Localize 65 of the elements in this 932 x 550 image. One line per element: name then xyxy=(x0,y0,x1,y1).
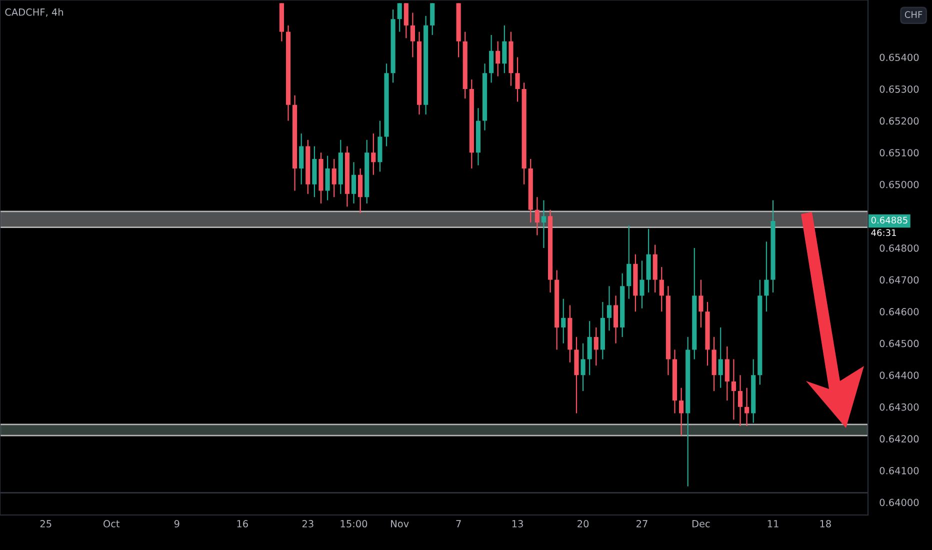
candlestick xyxy=(496,40,500,77)
candlestick xyxy=(534,196,540,236)
y-tick-label: 0.65000 xyxy=(880,180,919,188)
candlestick xyxy=(515,56,520,102)
candlestick xyxy=(358,168,363,214)
y-tick-label: 0.65300 xyxy=(880,85,919,93)
candlestick xyxy=(351,162,356,204)
x-tick-label: Dec xyxy=(692,520,710,528)
candlestick xyxy=(502,24,507,74)
text: CHF xyxy=(904,11,922,18)
x-tick-label: 18 xyxy=(820,520,831,528)
candlestick xyxy=(606,286,612,332)
candlestick xyxy=(698,279,704,328)
text: CADCHF, 4h xyxy=(5,8,63,17)
y-tick-label: 0.64500 xyxy=(880,340,919,348)
candlestick xyxy=(299,132,304,185)
y-tick-label: 0.64800 xyxy=(880,244,919,252)
candlestick xyxy=(640,260,644,309)
candlestick xyxy=(561,298,566,344)
x-tick-label: 13 xyxy=(512,520,523,528)
candlestick xyxy=(325,155,330,201)
candlestick xyxy=(613,295,618,344)
x-tick-label: 15:00 xyxy=(340,520,368,528)
y-tick-label: 0.64400 xyxy=(880,372,919,379)
y-tick-label: 0.64600 xyxy=(880,308,919,316)
candlestick xyxy=(489,34,494,84)
y-tick-label: 0.65100 xyxy=(880,149,919,156)
candlestick xyxy=(626,225,632,300)
y-tick-label: 0.64100 xyxy=(880,466,919,474)
x-tick-label: 20 xyxy=(578,520,589,528)
text: 0.64885 xyxy=(871,216,908,224)
candlestick xyxy=(410,12,415,58)
candlestick xyxy=(397,2,402,32)
y-tick-label: 0.64300 xyxy=(880,403,919,411)
candlestick xyxy=(724,346,730,402)
y-tick-label: 0.64200 xyxy=(880,435,919,443)
candlestick xyxy=(594,326,598,366)
x-tick-label: 25 xyxy=(40,520,52,528)
candlestick xyxy=(430,2,435,36)
x-tick-label: 23 xyxy=(302,520,314,528)
candlestick xyxy=(404,2,408,39)
candlestick xyxy=(580,342,586,392)
x-tick-label: 9 xyxy=(174,520,180,528)
y-tick-label: 0.65200 xyxy=(880,117,919,125)
x-tick-label: 11 xyxy=(768,520,778,528)
x-tick-label: 27 xyxy=(636,520,648,528)
x-tick-label: 7 xyxy=(456,520,461,528)
candlestick xyxy=(587,320,592,376)
candlestick xyxy=(718,326,723,388)
y-tick-label: 0.64000 xyxy=(880,498,919,506)
y-tick-label: 0.64700 xyxy=(880,276,919,284)
candlestick xyxy=(371,132,376,176)
x-tick-label: Nov xyxy=(391,520,409,528)
candlestick xyxy=(731,358,736,420)
candlestick xyxy=(679,387,684,436)
candlestick xyxy=(738,374,743,427)
text: 46:31 xyxy=(871,229,896,236)
candlestick xyxy=(541,200,546,249)
candlestick xyxy=(332,158,336,198)
y-tick-label: 0.65400 xyxy=(880,54,919,62)
candlestick xyxy=(659,266,664,312)
candlestick xyxy=(744,387,750,427)
x-tick-label: Oct xyxy=(104,520,120,528)
candlestick xyxy=(764,241,769,312)
x-tick-label: 16 xyxy=(237,520,248,528)
